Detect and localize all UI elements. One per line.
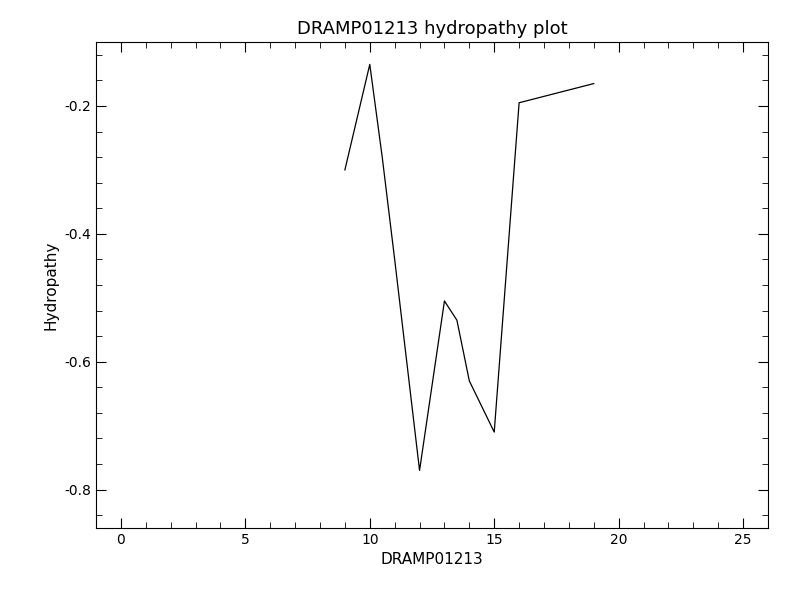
Title: DRAMP01213 hydropathy plot: DRAMP01213 hydropathy plot (297, 20, 567, 38)
X-axis label: DRAMP01213: DRAMP01213 (381, 553, 483, 568)
Y-axis label: Hydropathy: Hydropathy (44, 241, 58, 329)
